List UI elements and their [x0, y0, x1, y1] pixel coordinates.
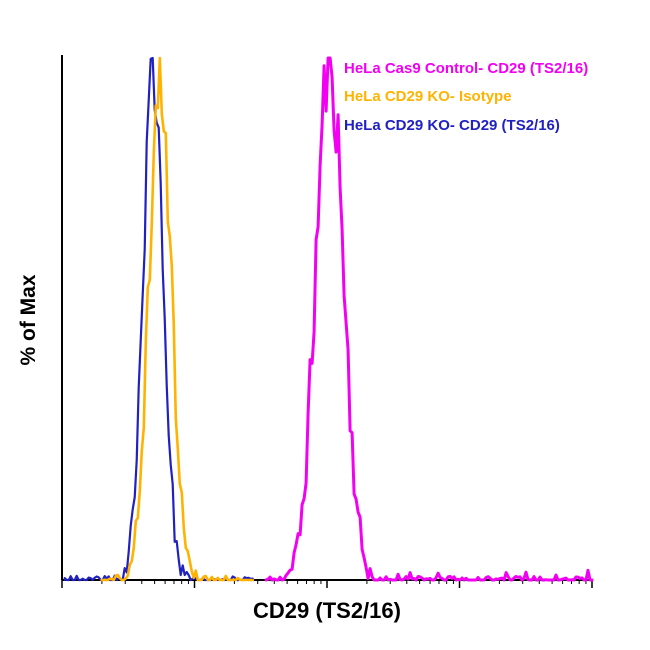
legend-item-hela-cd29-ko-isotype: HeLa CD29 KO- Isotype [344, 88, 512, 106]
legend: HeLa Cas9 Control- CD29 (TS2/16) HeLa CD… [344, 59, 588, 136]
x-axis-label: CD29 (TS2/16) [253, 598, 401, 623]
legend-item-hela-cd29-ko-cd29: HeLa CD29 KO- CD29 (TS2/16) [344, 116, 560, 134]
y-axis-label: % of Max [17, 274, 40, 366]
legend-item-hela-cas9-control-cd29: HeLa Cas9 Control- CD29 (TS2/16) [344, 60, 589, 77]
